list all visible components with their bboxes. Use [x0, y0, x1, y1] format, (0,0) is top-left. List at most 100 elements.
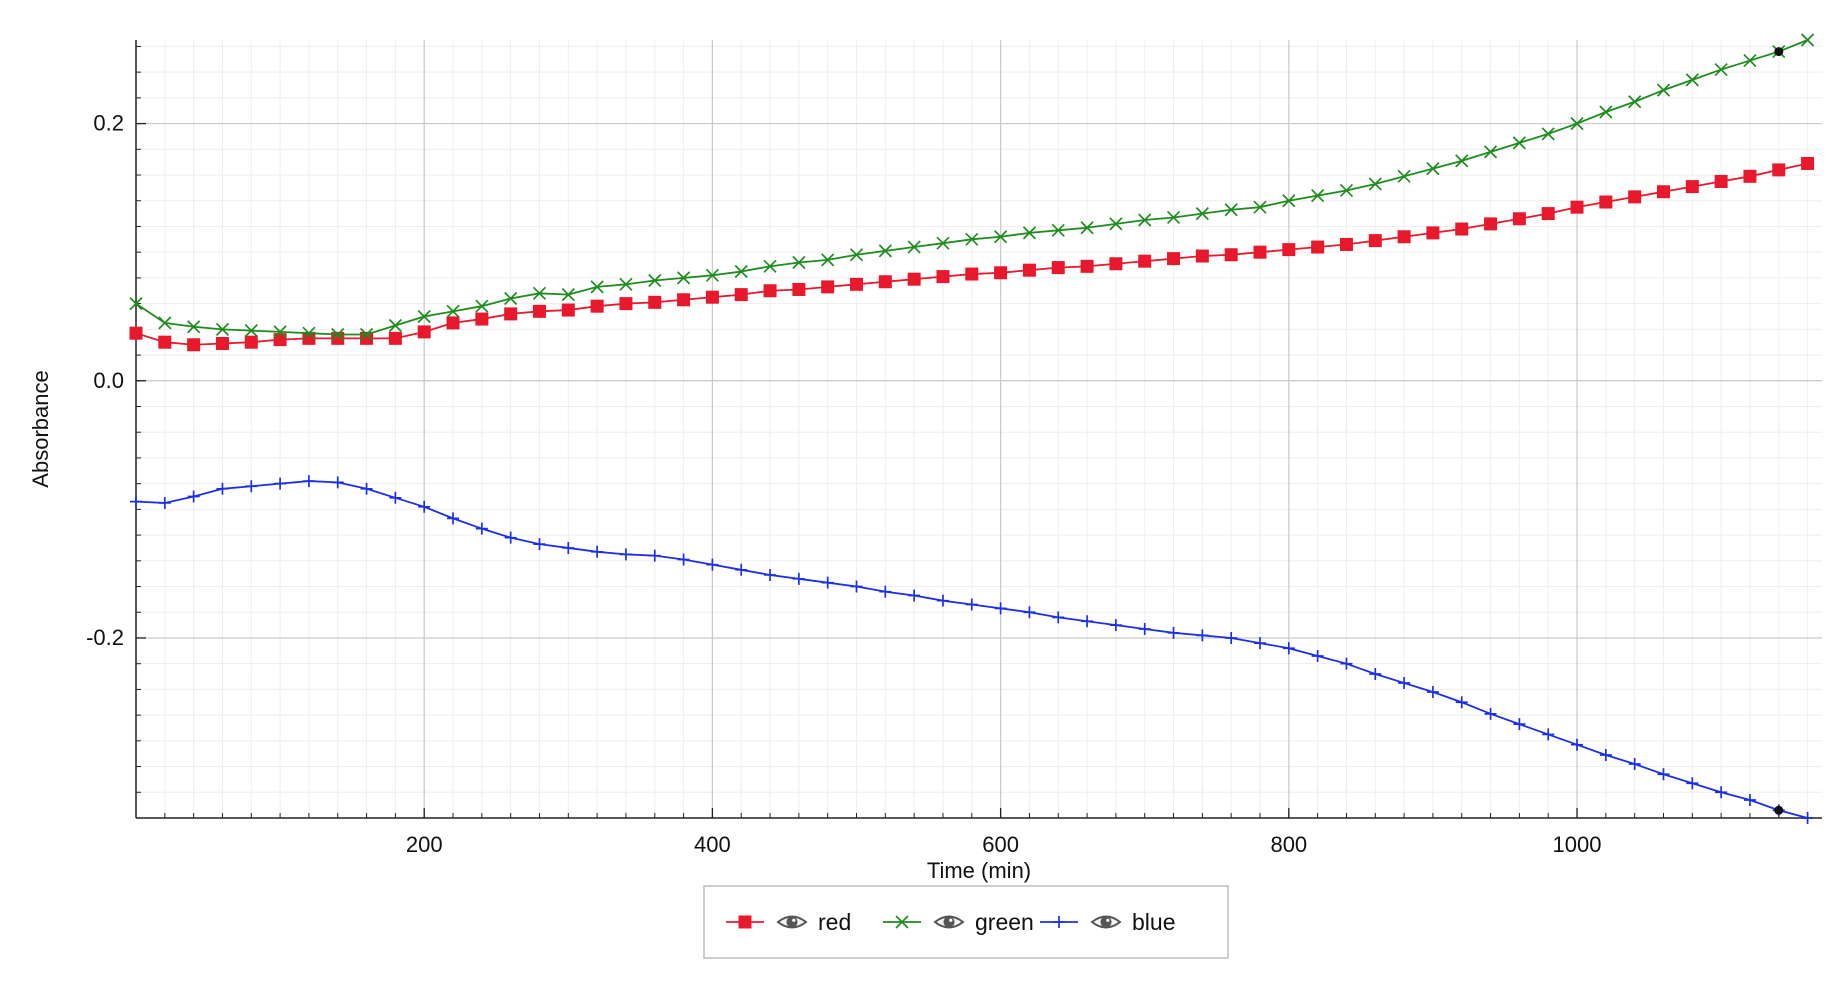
series-point-blue	[216, 482, 229, 495]
axes-layer: 200 400 600 800 1000 -0.2 0.0 0.2	[86, 40, 1822, 857]
series-point-green	[1541, 127, 1555, 141]
series-point-green	[1397, 169, 1411, 183]
series-point-blue	[331, 476, 344, 489]
legend-item-green[interactable]: green	[883, 909, 1034, 935]
legend-item-blue[interactable]: blue	[1040, 909, 1175, 935]
series-point-red	[475, 312, 489, 326]
y-tick-label: -0.2	[86, 625, 124, 650]
series-point-blue	[1628, 757, 1641, 770]
legend-box	[703, 885, 1229, 959]
series-point-green	[1195, 207, 1209, 221]
series-point-blue	[1599, 748, 1612, 761]
series-point-red	[158, 335, 172, 349]
series-point-green	[1455, 154, 1469, 168]
legend-label: red	[818, 909, 851, 935]
series-point-red	[1080, 259, 1094, 273]
series-point-red	[215, 336, 229, 350]
green-highlight-point	[1774, 47, 1784, 57]
eye-pupil	[943, 916, 955, 928]
series-point-green	[1109, 217, 1123, 231]
series-point-blue	[245, 480, 258, 493]
series-point-green	[994, 230, 1008, 244]
series-point-red	[821, 280, 835, 294]
series-point-blue	[1715, 786, 1728, 799]
legend-label: blue	[1132, 909, 1175, 935]
series-point-green	[734, 264, 748, 279]
series-point-red	[705, 290, 719, 304]
series-point-green	[1311, 188, 1325, 203]
series-point-blue	[1571, 738, 1584, 751]
series-point-green	[1022, 226, 1037, 240]
series-point-green	[763, 259, 777, 273]
series-point-green	[1599, 105, 1613, 119]
series-point-blue	[1081, 615, 1094, 628]
series-point-green	[158, 316, 172, 330]
x-tick-label: 1000	[1553, 832, 1602, 857]
legend-marker-red	[738, 915, 752, 929]
series-point-blue	[677, 553, 690, 566]
series-point-green	[187, 320, 201, 334]
series-point-green	[417, 309, 431, 324]
series-point-green	[244, 324, 258, 338]
series-point-blue	[1109, 619, 1122, 632]
series-point-green	[907, 240, 921, 254]
series-point-blue	[1686, 777, 1699, 790]
series-point-blue	[1340, 657, 1353, 670]
series-point-blue	[908, 589, 921, 602]
series-point-red	[1368, 234, 1382, 248]
legend-marker-blue	[1053, 916, 1065, 928]
series-point-green	[446, 304, 460, 318]
x-tick-label: 200	[406, 832, 443, 857]
series-point-red	[1022, 263, 1036, 277]
series-point-green	[388, 318, 402, 333]
series-point-green	[215, 322, 230, 336]
series-point-red	[850, 277, 864, 291]
series-point-red	[677, 293, 691, 307]
eye-highlight	[949, 918, 953, 922]
series-point-red	[936, 270, 950, 284]
series-point-red	[994, 266, 1008, 280]
legend-label: green	[975, 909, 1034, 935]
series-point-blue	[1426, 685, 1439, 698]
series-point-blue	[187, 490, 200, 503]
series-point-blue	[764, 568, 777, 581]
legend-item-red[interactable]: red	[726, 909, 851, 935]
series-point-red	[1195, 249, 1209, 263]
labels-layer: Time (min) Absorbance	[28, 370, 1031, 883]
series-point-red	[734, 288, 748, 302]
series-point-green	[1368, 177, 1382, 191]
y-tick-label: 0.0	[93, 368, 124, 393]
series-point-blue	[821, 576, 834, 589]
series-point-blue	[1254, 637, 1266, 650]
series-point-green	[590, 280, 604, 294]
series-point-blue	[504, 531, 517, 544]
series-point-blue	[1167, 626, 1180, 639]
series-point-blue	[591, 545, 604, 558]
series-point-green	[1282, 194, 1296, 208]
series-point-green	[965, 232, 979, 246]
series-point-red	[129, 326, 143, 340]
series-point-green	[475, 299, 489, 313]
series-point-blue	[1311, 649, 1324, 662]
series-point-blue	[130, 495, 142, 508]
series-point-green	[302, 326, 316, 340]
series-point-red	[1138, 254, 1152, 268]
series-point-green	[1051, 223, 1065, 237]
series-green	[129, 33, 1815, 342]
series-point-green	[1224, 203, 1238, 217]
series-point-blue	[533, 538, 546, 551]
series-point-green	[821, 253, 835, 267]
series-point-blue	[1369, 667, 1382, 680]
series-point-red	[1541, 207, 1555, 221]
series-point-blue	[158, 496, 171, 509]
series-point-blue	[1542, 728, 1555, 741]
series-point-green	[1339, 183, 1354, 198]
series-point-blue	[1484, 707, 1497, 720]
series-point-blue	[1225, 631, 1238, 644]
series-point-red	[792, 282, 806, 296]
series-point-green	[676, 271, 691, 285]
series-point-blue	[1513, 718, 1526, 731]
series-point-red	[1397, 230, 1411, 244]
series-point-red	[1628, 190, 1642, 204]
